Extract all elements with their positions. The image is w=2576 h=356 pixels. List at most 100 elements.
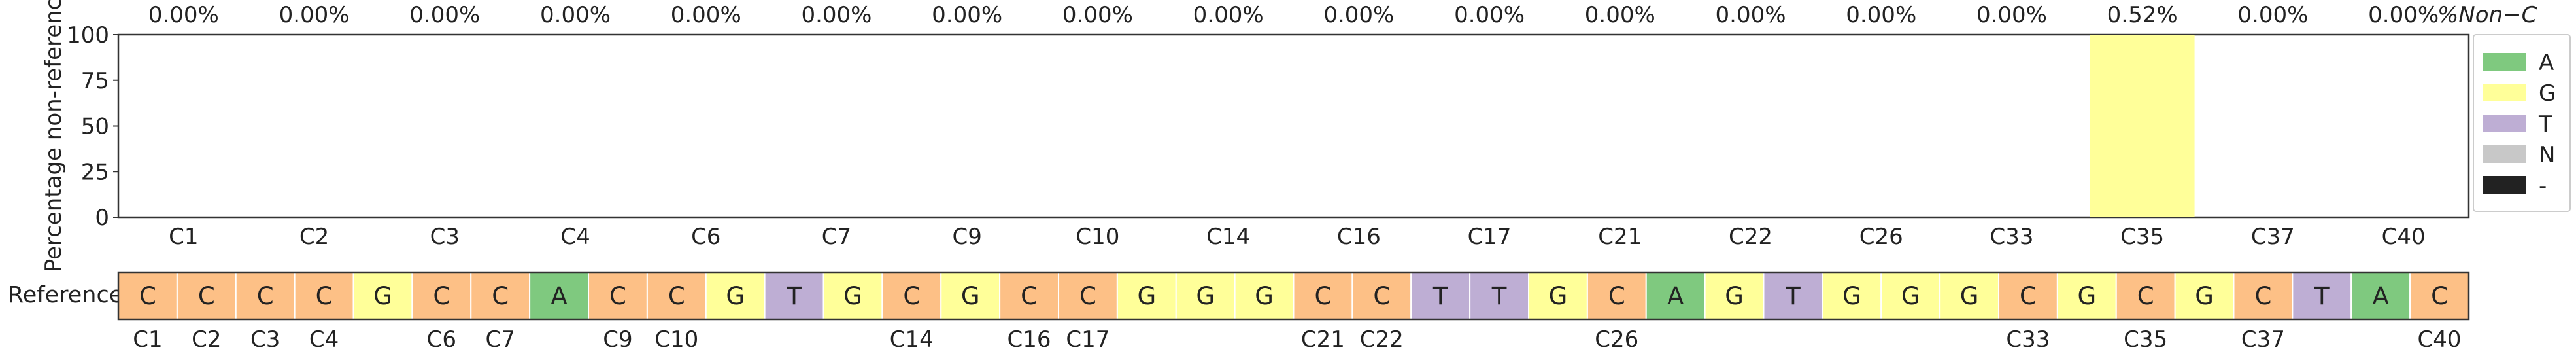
reference-base: G [2195, 282, 2214, 310]
reference-base: C [492, 282, 509, 310]
x-tick-labels: C1 C2 C3 C4 C6 C7 C9 C10 C14 C16 C17 C21 C22 C26 C33 C3… [169, 224, 2425, 250]
y-axis-label: Percentage non-reference [41, 0, 67, 272]
reference-base: G [843, 282, 862, 310]
reference-base: G [726, 282, 745, 310]
reference-cell [1175, 272, 1236, 320]
reference-base: A [1667, 282, 1684, 310]
percent-label: 0.00% [148, 2, 219, 28]
reference-base: C [668, 282, 685, 310]
plot-frame [117, 33, 2470, 219]
y-tick-label: 0 [95, 205, 109, 231]
reference-position-label: C14 [890, 327, 934, 353]
x-tick-label: C33 [1990, 224, 2033, 250]
reference-cell [940, 272, 1001, 320]
x-tick-label: C40 [2382, 224, 2426, 250]
reference-cell [411, 272, 472, 320]
x-tick-label: C22 [1729, 224, 1772, 250]
x-tick-label: C7 [822, 224, 851, 250]
reference-position-label: C7 [486, 327, 515, 353]
reference-cell [1704, 272, 1765, 320]
percent-labels: 0.00% 0.00% 0.00% 0.00% 0.00% 0.00% 0.00% 0.00%… [148, 2, 2439, 28]
x-tick-label: C16 [1337, 224, 1381, 250]
reference-cell [764, 272, 824, 320]
reference-cell [470, 272, 531, 320]
reference-cell [1058, 272, 1118, 320]
x-tick-label: C10 [1076, 224, 1119, 250]
legend-swatch-gap [2483, 176, 2526, 194]
reference-base: G [1842, 282, 1861, 310]
legend-swatch-G [2483, 84, 2526, 101]
reference-base: G [2077, 282, 2096, 310]
percent-label: 0.00% [932, 2, 1002, 28]
reference-base: C [1315, 282, 1332, 310]
legend-label: N [2539, 142, 2555, 168]
reference-position-label: C3 [250, 327, 280, 353]
x-tick-label: C35 [2120, 224, 2164, 250]
reference-cell [1880, 272, 1941, 320]
reference-base: G [961, 282, 980, 310]
percent-label: 0.00% [671, 2, 741, 28]
legend-swatch-N [2483, 145, 2526, 163]
reference-base: A [2373, 282, 2389, 310]
reference-base: C [257, 282, 274, 310]
reference-base: T [1432, 282, 1448, 310]
reference-position-labels: C1 C2 C3 C4 C6 C7 C9 C10 C14 C16 C17 C21 C22 C26 C33 C3… [133, 327, 2461, 353]
y-tick-label: 100 [67, 22, 109, 48]
reference-position-label: C17 [1066, 327, 1110, 353]
reference-cell [294, 272, 354, 320]
reference-cell [1410, 272, 1471, 320]
reference-base: G [1901, 282, 1920, 310]
x-tick-label: C9 [953, 224, 982, 250]
reference-base: T [786, 282, 802, 310]
reference-cell [2115, 272, 2176, 320]
reference-position-label: C21 [1301, 327, 1345, 353]
x-tick-label: C26 [1859, 224, 1903, 250]
legend-swatch-A [2483, 53, 2526, 71]
x-tick-label: C6 [691, 224, 720, 250]
reference-base: C [609, 282, 626, 310]
reference-base: C [903, 282, 920, 310]
reference-position-label: C33 [2006, 327, 2050, 353]
percent-label: 0.00% [1716, 2, 1786, 28]
reference-cell [2233, 272, 2294, 320]
reference-position-label: C1 [133, 327, 162, 353]
reference-base: C [139, 282, 156, 310]
y-axis: 0 25 50 75 100 [67, 22, 118, 231]
percent-label: 0.00% [279, 2, 350, 28]
reference-position-label: C10 [654, 327, 698, 353]
x-tick-label: C4 [560, 224, 590, 250]
reference-base: G [1137, 282, 1156, 310]
reference-base: G [1255, 282, 1274, 310]
reference-position-label: C40 [2418, 327, 2462, 353]
reference-cell [1586, 272, 1647, 320]
reference-base: G [373, 282, 392, 310]
reference-cell [2292, 272, 2352, 320]
reference-position-label: C22 [1360, 327, 1404, 353]
x-tick-label: C1 [169, 224, 198, 250]
x-tick-label: C17 [1468, 224, 1512, 250]
y-tick-label: 50 [81, 114, 109, 140]
reference-base: C [1608, 282, 1625, 310]
reference-base: G [1196, 282, 1215, 310]
reference-cell [1763, 272, 1823, 320]
legend-swatch-T [2483, 115, 2526, 132]
reference-position-label: C2 [192, 327, 221, 353]
x-tick-label: C3 [430, 224, 460, 250]
percent-label: 0.00% [1323, 2, 1394, 28]
top-axis-label: %Non−C [2437, 2, 2537, 28]
reference-position-label: C6 [427, 327, 456, 353]
reference-cell [1822, 272, 1882, 320]
reference-base: C [2020, 282, 2037, 310]
x-tick-label: C14 [1206, 224, 1250, 250]
percent-label: 0.00% [409, 2, 480, 28]
percent-label: 0.00% [540, 2, 611, 28]
bar-G-C35 [2090, 35, 2195, 217]
reference-position-label: C35 [2124, 327, 2167, 353]
reference-cell [1351, 272, 1412, 320]
reference-position-label: C16 [1008, 327, 1051, 353]
percent-label: 0.52% [2107, 2, 2178, 28]
reference-base: C [2255, 282, 2272, 310]
reference-position-label: C4 [309, 327, 339, 353]
reference-label: Reference [8, 282, 123, 308]
